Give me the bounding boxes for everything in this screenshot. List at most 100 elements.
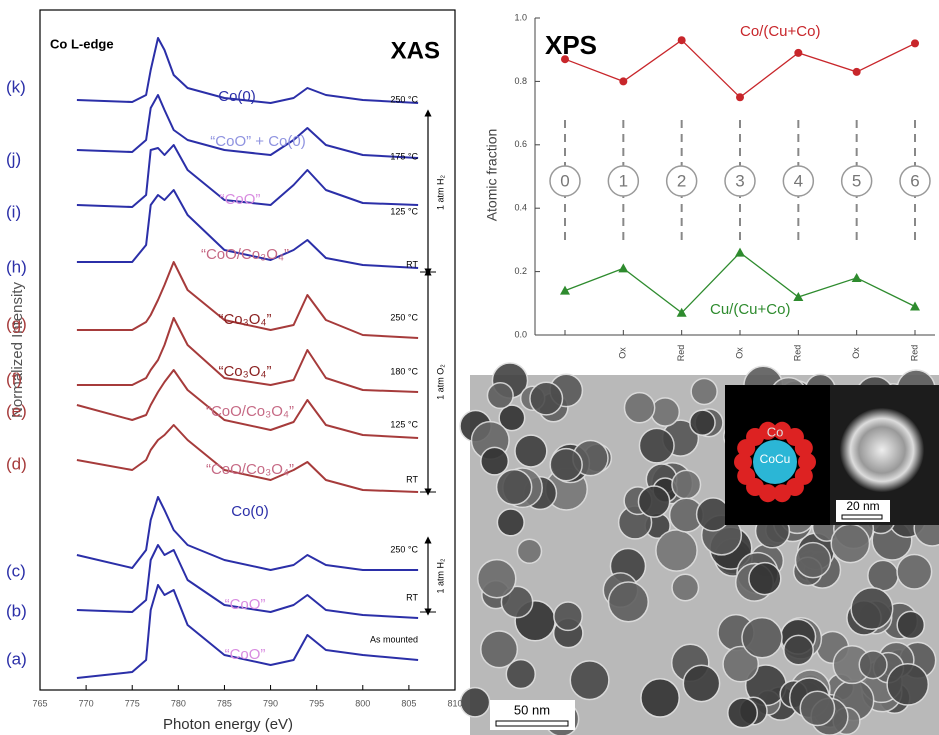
x-tick-label: 800 [355, 698, 370, 708]
x-tick-label: Red [676, 345, 686, 362]
series-name: (e) [6, 401, 27, 420]
chart-title: XPS [545, 30, 597, 60]
spectrum [76, 144, 419, 208]
particle [496, 508, 525, 537]
series-name: (f) [6, 369, 22, 388]
spectrum-label: “Co₃O₄” [218, 311, 271, 328]
shell-label: Co [767, 424, 784, 439]
inset-scale-box [836, 500, 890, 522]
step-label: 0 [560, 171, 569, 190]
environment-label: 1 atm O₂ [435, 364, 445, 400]
particle [486, 381, 514, 410]
spectrum [76, 496, 419, 571]
spectrum [76, 369, 419, 439]
marker [911, 39, 919, 48]
step-circle [724, 165, 756, 197]
spectrum [76, 424, 419, 493]
y-axis-label: Normalized Intensity [9, 282, 26, 418]
particle [689, 409, 716, 437]
series-name: (h) [6, 257, 27, 276]
particle [516, 538, 543, 565]
particle [671, 469, 702, 500]
shell-sphere [798, 453, 816, 471]
series-name: (d) [6, 454, 27, 473]
particle [476, 558, 517, 599]
x-tick-label: 780 [171, 698, 186, 708]
y-axis-label: Atomic fraction [484, 129, 500, 222]
chart-subtitle: Co L-edge [50, 36, 114, 51]
particle [727, 697, 759, 729]
shell-sphere [758, 421, 777, 440]
particle [830, 523, 871, 564]
particle [650, 397, 681, 427]
core-shell-model [734, 421, 816, 503]
x-tick-label: 795 [309, 698, 324, 708]
marker [735, 247, 745, 257]
x-tick-label: 790 [263, 698, 278, 708]
particle [607, 581, 650, 623]
step-circle [607, 165, 640, 197]
step-circle [665, 165, 698, 197]
particle [850, 586, 894, 631]
environment-label: 1 atm H₂ [435, 174, 445, 210]
series-label: Co/(Cu+Co) [740, 23, 820, 40]
particle [637, 485, 671, 518]
spectrum [76, 189, 419, 269]
particle [682, 664, 721, 703]
marker [618, 263, 629, 273]
particle [495, 468, 533, 506]
particle [794, 541, 832, 579]
particle [623, 391, 656, 424]
spectrum-label: “CoO” [225, 646, 266, 663]
spectrum-label: “CoO” [225, 596, 266, 613]
shell-sphere [773, 484, 792, 503]
x-axis-label: Photon energy (eV) [163, 716, 293, 733]
y-tick-label: 0.2 [514, 266, 527, 276]
x-tick-label: 785 [217, 698, 232, 708]
series-name: (i) [6, 202, 21, 221]
scale-box [490, 700, 575, 730]
marker [851, 272, 862, 282]
marker [676, 307, 687, 317]
tem-image: Co CoCu 20 nm 50 nm [459, 362, 939, 735]
x-tick-label: Ox [618, 347, 628, 359]
spectrum-label: Co(0) [231, 503, 269, 520]
particle [638, 427, 675, 464]
series-line [564, 39, 916, 99]
step-label: 6 [910, 171, 919, 190]
condition-label: RT [406, 259, 418, 269]
spectrum-label: “CoO” + Co(0) [210, 133, 305, 150]
y-tick-label: 0.6 [514, 139, 527, 149]
particle [867, 559, 899, 592]
y-tick-label: 1.0 [514, 12, 527, 22]
environment-label: 1 atm H₂ [435, 558, 445, 594]
particle [655, 529, 698, 572]
condition-label: 125 °C [390, 419, 418, 429]
particle [498, 404, 526, 432]
step-label: 5 [852, 171, 861, 190]
particle [896, 610, 926, 640]
condition-label: 250 °C [390, 94, 418, 104]
spectrum [76, 261, 419, 339]
particle [549, 447, 583, 482]
spectrum [76, 584, 419, 679]
spectrum-label: “Co₃O₄” [218, 363, 271, 380]
x-tick-label: Ox [851, 347, 861, 359]
particle [505, 658, 537, 690]
particle [741, 616, 783, 659]
marker [910, 301, 920, 311]
particle [569, 660, 610, 701]
spectrum [76, 544, 419, 619]
x-tick-label: 775 [125, 698, 140, 708]
spectrum [76, 94, 419, 159]
series-name: (k) [6, 77, 26, 96]
marker [794, 48, 803, 57]
marker [619, 77, 628, 86]
particle [480, 446, 510, 476]
marker [677, 36, 686, 45]
particle [799, 690, 836, 727]
spectrum [76, 37, 419, 104]
y-tick-label: 0.0 [514, 329, 527, 339]
marker [793, 291, 804, 301]
